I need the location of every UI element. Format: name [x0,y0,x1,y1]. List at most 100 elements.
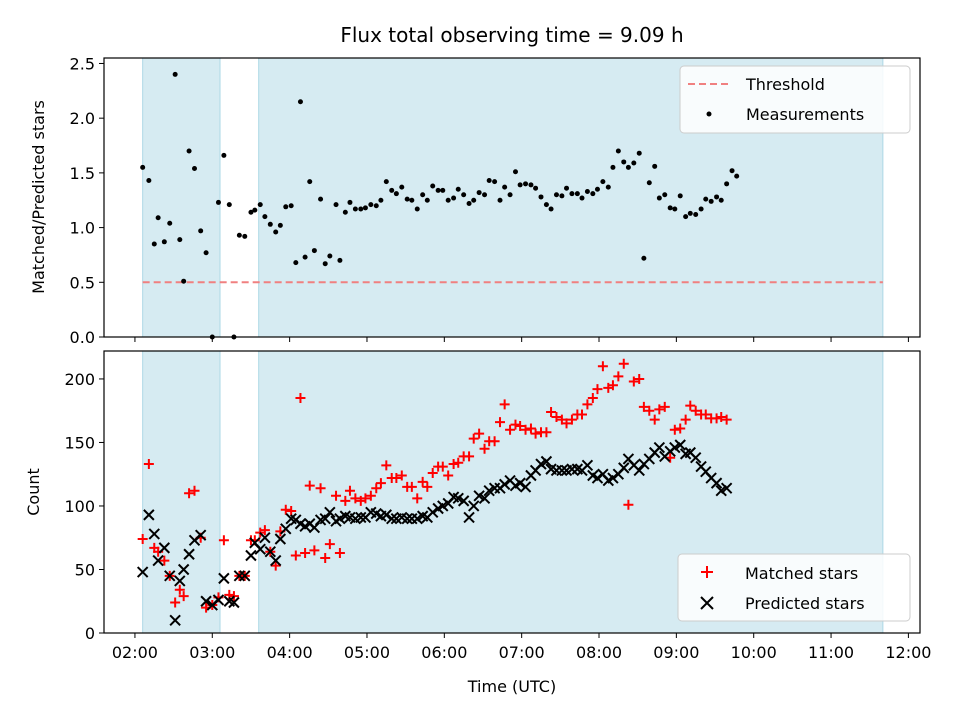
measurement-point-105 [683,214,689,220]
measurement-point-73 [517,182,523,188]
measurement-point-77 [538,194,544,200]
matched-star-point-60 [448,459,459,470]
measurement-point-108 [698,206,704,212]
bottom-y-axis-label: Count [24,468,43,516]
predicted-star-point-36 [324,506,336,519]
predicted-star-point-70 [498,478,511,491]
measurement-point-61 [455,186,461,192]
measurement-point-113 [724,181,730,187]
bottom-legend: Matched stars Predicted stars [677,553,911,622]
measurement-point-76 [533,185,539,191]
measurement-point-87 [590,191,596,197]
matched-star-point-55 [422,481,433,492]
bottom-y-tick-label-4: 200 [64,370,95,389]
measurement-point-104 [677,193,683,199]
measurement-point-59 [445,197,451,203]
matched-star-point-104 [675,423,686,434]
measurement-point-106 [687,210,693,216]
measurement-point-63 [466,201,472,207]
measurement-point-4 [161,239,167,245]
top-y-axis-label: Matched/Predicted stars [29,100,48,294]
matched-star-point-112 [716,412,727,423]
bottom-x-ticks: 02:00 03:00 04:00 05:00 06:00 07:00 08:00 09:00… [112,633,931,662]
measurement-point-92 [615,148,621,154]
matched-star-point-106 [685,400,696,411]
predicted-star-point-25 [270,554,282,567]
predicted-star-point-14 [212,594,225,606]
measurement-point-24 [267,221,273,227]
matched-stars-points [137,358,732,613]
predicted-star-point-107 [689,451,702,464]
measurement-point-81 [559,193,565,199]
matched-star-point-83 [566,414,577,425]
matched-star-point-85 [576,409,587,420]
matched-star-point-100 [654,404,665,415]
measurement-point-41 [352,206,358,212]
matched-star-point-65 [474,428,485,439]
matched-star-point-87 [587,393,598,403]
top-y-tick-label-5: 2.5 [70,54,95,73]
predicted-star-point-5 [164,570,176,582]
measurement-point-50 [399,184,405,190]
measurement-point-90 [605,184,611,190]
matched-star-point-93 [618,358,629,369]
measurement-point-55 [424,197,430,203]
matched-star-point-88 [592,384,603,395]
matched-star-point-44 [365,490,376,501]
measurement-point-45 [373,203,379,209]
legend-threshold-label: Threshold [745,75,825,94]
measurement-point-43 [362,205,368,211]
measurement-point-32 [307,179,313,185]
predicted-star-point-11 [194,529,207,541]
matched-star-point-49 [391,473,402,484]
measurement-point-114 [729,168,735,174]
measurement-point-111 [714,194,720,200]
matched-star-point-86 [582,399,593,410]
x-tick-label-8: 10:00 [731,643,777,662]
predicted-star-point-12 [200,595,212,607]
matched-star-point-69 [495,417,506,428]
measurement-point-82 [564,185,570,191]
measurement-point-83 [569,191,575,197]
matched-star-point-64 [468,433,479,444]
measurement-point-86 [584,188,590,194]
measurement-point-85 [579,195,585,201]
x-tick-label-0: 02:00 [112,643,158,662]
measurement-point-102 [667,205,673,211]
measurement-point-53 [414,206,420,212]
matched-star-point-71 [505,424,516,435]
top-y-ticks: 0.0 0.5 1.0 1.5 2.0 2.5 [70,54,104,347]
measurement-point-34 [318,196,324,202]
measurement-point-9 [186,148,192,154]
matched-star-point-58 [437,461,448,472]
predicted-star-point-47 [380,509,393,521]
predicted-star-point-4 [158,542,171,554]
measurement-point-40 [347,199,353,205]
measurement-point-78 [543,202,549,208]
bottom-axes-frame [103,350,921,634]
matched-star-point-73 [515,420,526,431]
measurement-point-98 [646,180,652,186]
bottom-y-tick-label-3: 150 [64,433,95,452]
predicted-star-point-23 [259,532,271,544]
measurement-point-7 [177,237,183,243]
predicted-star-point-63 [463,511,475,524]
predicted-star-point-2 [148,528,160,540]
measurement-point-3 [155,215,161,221]
x-tick-label-10: 12:00 [885,643,931,662]
measurement-point-75 [528,182,534,188]
matched-star-point-72 [510,419,521,430]
measurement-point-6 [172,71,178,77]
matched-star-point-6 [170,597,181,608]
predicted-star-point-113 [720,482,733,494]
matched-star-point-113 [721,414,732,425]
x-tick-label-6: 08:00 [576,643,622,662]
measurement-point-31 [302,254,308,260]
matched-star-point-111 [711,413,722,424]
measurement-point-100 [656,195,662,201]
observing-band-top-0 [142,57,221,338]
matched-star-point-38 [334,547,345,558]
measurement-point-93 [621,159,627,165]
measurement-point-30 [297,99,303,105]
matched-star-point-103 [669,424,680,435]
